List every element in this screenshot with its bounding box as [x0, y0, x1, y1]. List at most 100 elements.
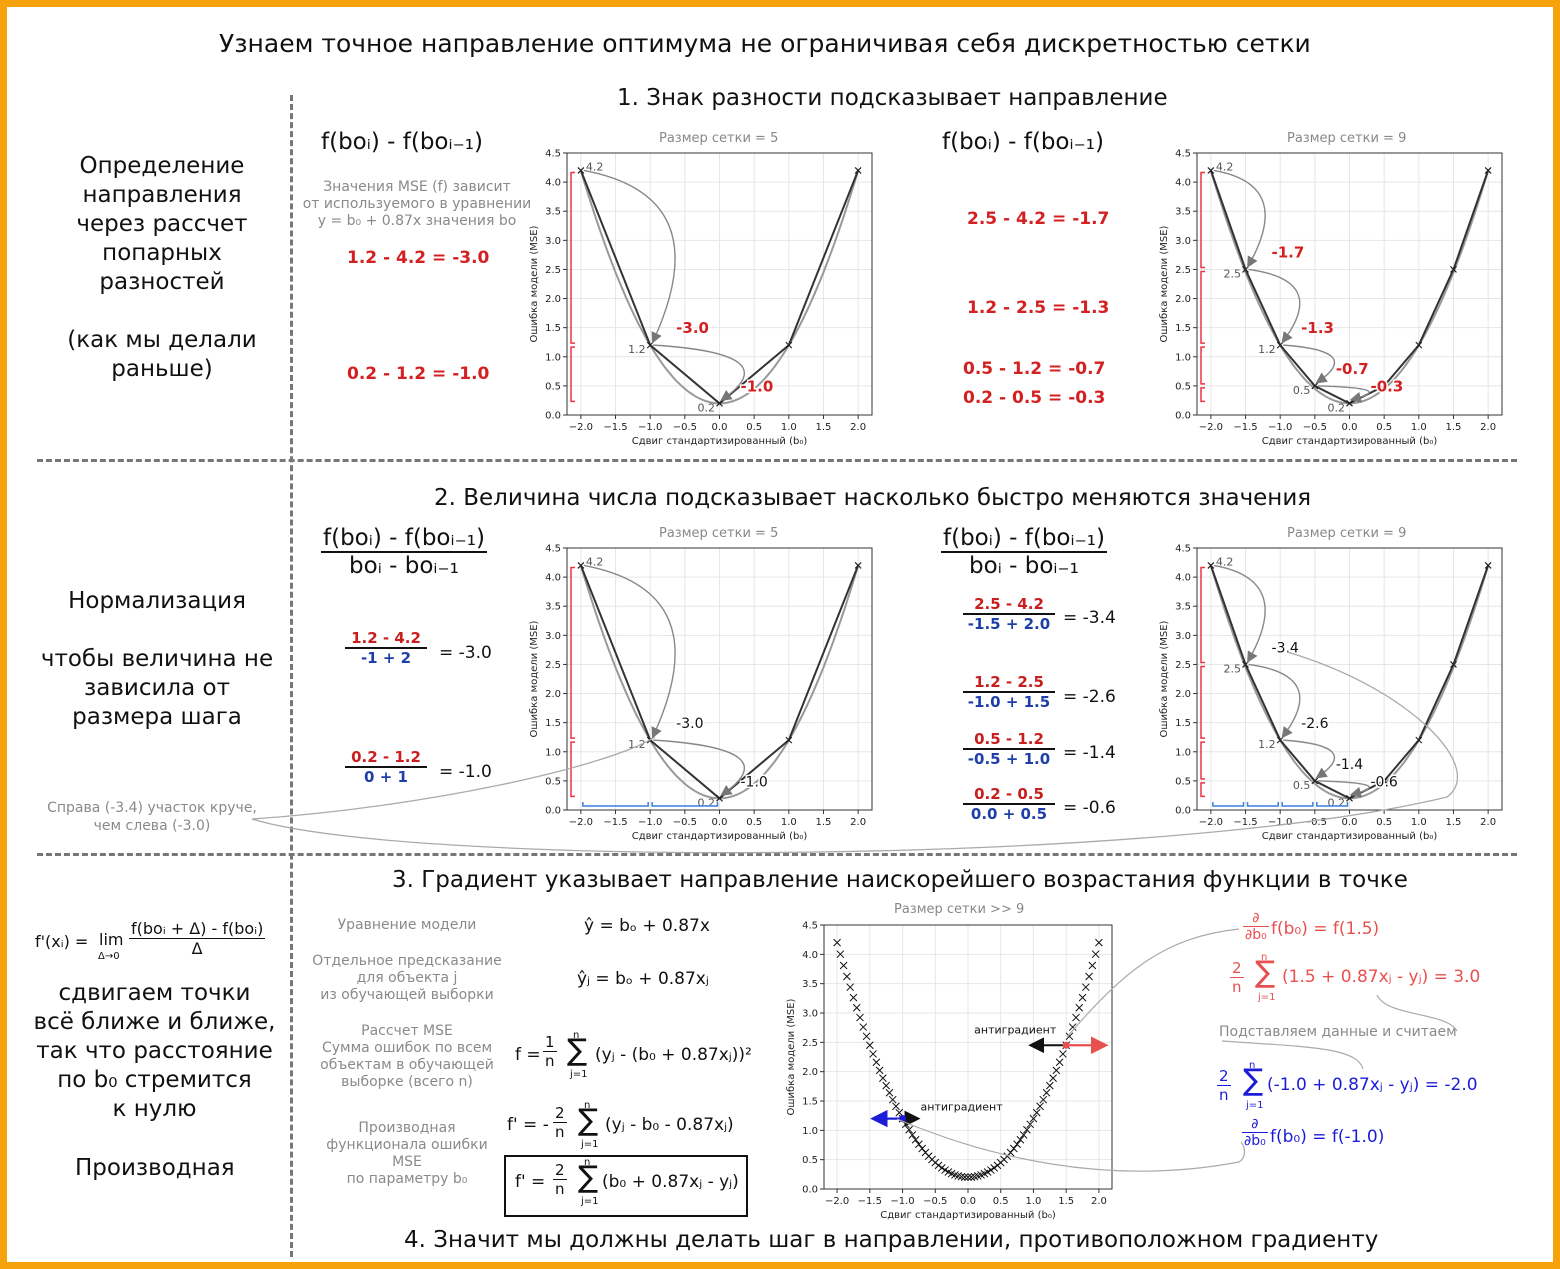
y-tick-label: 4.5 — [545, 149, 561, 160]
y-tick-label: 0.5 — [1175, 381, 1191, 392]
y-tick-label: 1.0 — [545, 352, 561, 363]
s3-eq-pred: ŷⱼ = bₒ + 0.87xⱼ — [577, 969, 709, 989]
x-tick-label: −2.0 — [569, 422, 593, 433]
x-tick-label: 0.5 — [746, 422, 762, 433]
y-diff-bracket — [570, 741, 575, 798]
s3-red-frac: 2 n — [1230, 959, 1244, 996]
point-label: 2.5 — [1224, 267, 1242, 280]
point-label: 4.2 — [1216, 555, 1234, 568]
grid-point-marker — [577, 167, 585, 174]
dense-grid-marker — [908, 1131, 917, 1139]
grid-point-marker — [1311, 382, 1319, 390]
s3-der2-body: (b₀ + 0.87xⱼ - yⱼ) — [602, 1172, 739, 1192]
y-tick-label: 0.5 — [802, 1155, 818, 1166]
x-tick-label: 1.0 — [781, 817, 797, 828]
y-tick-label: 2.5 — [802, 1038, 818, 1049]
section1-heading: 1. Знак разности подсказывает направлени… — [617, 85, 1168, 111]
dense-grid-marker — [1039, 1095, 1048, 1104]
section1-side-text: Определение направления через рассчет по… — [67, 153, 257, 382]
x-tick-label: 1.0 — [1411, 817, 1427, 828]
s2-formula-left: f(boᵢ) - f(boᵢ₋₁) boᵢ - boᵢ₋₁ — [321, 525, 487, 579]
s3-red-partial: ∂ ∂b₀ — [1243, 910, 1269, 943]
s3-red-line2: (1.5 + 0.87xⱼ - yⱼ) = 3.0 — [1282, 967, 1481, 987]
y-tick-label: 2.5 — [1175, 660, 1191, 671]
dense-grid-marker — [1023, 1125, 1031, 1134]
x-tick-label: 0.0 — [1342, 817, 1358, 828]
s2-frac-right-3: 0.5 - 1.2 -0.5 + 1.0 — [963, 730, 1055, 768]
section4-heading: 4. Значит мы должны делать шаг в направл… — [404, 1227, 1379, 1253]
y-diff-bracket — [1200, 782, 1205, 798]
s3-label-derivative: Производная функционала ошибки MSE по па… — [326, 1120, 488, 1187]
dense-grid-marker — [856, 1013, 864, 1022]
y-tick-label: 3.0 — [545, 631, 561, 642]
diff-arrow — [1283, 739, 1336, 779]
x-tick-label: 0.0 — [1342, 422, 1358, 433]
plot-frame — [1196, 152, 1503, 416]
sigma-icon: ∑ — [578, 1103, 599, 1138]
y-tick-label: 0.0 — [1175, 411, 1191, 422]
section3-heading: 3. Градиент указывает направление наиско… — [392, 867, 1408, 893]
y-tick-label: 2.0 — [1175, 294, 1191, 305]
dense-grid-marker — [934, 1161, 943, 1170]
s1-eq-right-2: 1.2 - 2.5 = -1.3 — [967, 298, 1110, 318]
x-tick-label: 1.5 — [1446, 817, 1462, 828]
point-label: 4.2 — [1216, 160, 1234, 173]
x-tick-label: 2.0 — [850, 817, 866, 828]
point-label: 1.2 — [1258, 738, 1276, 751]
dense-grid-marker — [836, 950, 845, 959]
x-tick-label: 1.0 — [1411, 422, 1427, 433]
s3-label-model: Уравнение модели — [337, 917, 477, 933]
dense-grid-marker — [882, 1081, 891, 1090]
y-tick-label: 3.0 — [1175, 631, 1191, 642]
s3-der1-sum-bot: j=1 — [581, 1139, 599, 1150]
plot1-title: Размер сетки = 5 — [659, 131, 779, 146]
y-axis-label: Ошибка модели (MSE) — [1159, 620, 1170, 737]
s2-res-left-1: = -3.0 — [439, 643, 492, 663]
grid-point-marker — [716, 399, 723, 407]
s3-connectors — [896, 928, 1458, 1172]
y-tick-label: 3.0 — [802, 1009, 818, 1020]
x-tick-label: 1.5 — [816, 422, 832, 433]
x-tick-label: 2.0 — [1480, 422, 1496, 433]
dense-grid-marker — [987, 1166, 995, 1174]
x-step-bracket — [1281, 802, 1314, 807]
s2-formula-right: f(boᵢ) - f(boᵢ₋₁) boᵢ - boᵢ₋₁ — [941, 525, 1107, 579]
diff-arrow — [1248, 268, 1301, 344]
s1-mse-note: Значения MSE (f) зависит от используемог… — [302, 179, 532, 229]
x-tick-label: −1.5 — [1233, 422, 1257, 433]
diff-label: -1.7 — [1272, 243, 1305, 261]
grid-point-marker — [854, 167, 862, 174]
section3-side-text: сдвигаем точки всё ближе и ближе, так чт… — [33, 980, 276, 1122]
diff-arrow — [1213, 169, 1266, 268]
y-diff-bracket — [1200, 665, 1205, 739]
x-tick-label: −1.0 — [890, 1196, 914, 1207]
x-tick-label: 0.0 — [960, 1196, 976, 1207]
x-tick-label: −2.0 — [1199, 817, 1223, 828]
x-tick-label: 2.0 — [1480, 817, 1496, 828]
x-tick-label: 0.5 — [1376, 422, 1392, 433]
y-diff-bracket — [1200, 346, 1205, 385]
plot4-title: Размер сетки = 9 — [1287, 526, 1407, 541]
s2-res-left-2: = -1.0 — [439, 762, 492, 782]
dense-grid-marker — [846, 983, 855, 992]
diff-arrow — [1248, 663, 1301, 739]
s1-eq-right-4: 0.2 - 0.5 = -0.3 — [963, 388, 1106, 408]
section2-side-text: Нормализация чтобы величина не зависила … — [40, 588, 274, 730]
y-axis-label: Ошибка модели (MSE) — [529, 225, 540, 342]
y-axis-label: Ошибка модели (MSE) — [1159, 225, 1170, 342]
x-tick-label: 0.5 — [993, 1196, 1009, 1207]
diff-label: -2.6 — [1301, 716, 1328, 732]
point-label: 0.2 — [698, 401, 716, 414]
s2-frac-right-2: 1.2 - 2.5 -1.0 + 1.5 — [963, 673, 1055, 711]
y-tick-label: 4.0 — [802, 950, 818, 961]
plot-frame — [566, 547, 873, 811]
diff-arrow — [1317, 385, 1370, 403]
plot3-chart: −2.0 −1.5 −1.0 −0.5 0.0 0.5 1.0 1.5 2.0 0.0 0.5 1.0… — [529, 544, 873, 842]
grid-point-marker — [1207, 167, 1215, 174]
grid-point-marker — [1380, 777, 1388, 785]
dense-grid-marker — [1013, 1140, 1021, 1149]
grid-point-marker — [1311, 777, 1319, 785]
y-tick-label: 2.5 — [1175, 265, 1191, 276]
y-tick-label: 1.0 — [545, 747, 561, 758]
grid-point-marker — [1450, 266, 1457, 273]
